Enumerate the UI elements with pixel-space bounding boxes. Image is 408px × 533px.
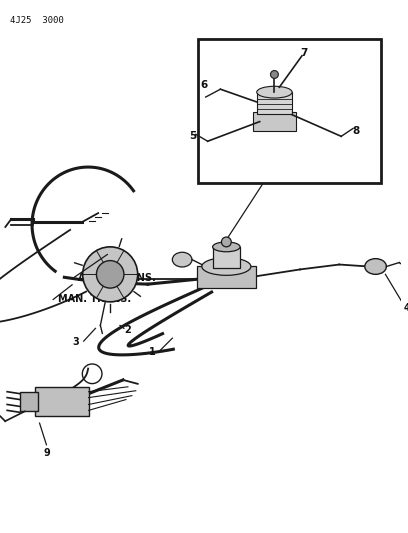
Ellipse shape [172, 252, 192, 267]
Ellipse shape [257, 86, 292, 98]
Ellipse shape [202, 257, 251, 276]
Bar [20, 392, 38, 411]
Text: 4: 4 [404, 303, 408, 313]
Text: MAN. TRANS.: MAN. TRANS. [58, 294, 131, 304]
Text: 4J25  3000: 4J25 3000 [10, 17, 64, 26]
Circle shape [222, 237, 231, 247]
Text: 7: 7 [300, 48, 308, 58]
Text: 9: 9 [43, 448, 50, 458]
Text: 2: 2 [124, 325, 131, 335]
Text: AUTO. TRANS.: AUTO. TRANS. [78, 273, 156, 283]
Bar [198, 39, 381, 183]
Text: 1: 1 [149, 347, 156, 357]
Bar [197, 266, 256, 288]
Circle shape [271, 70, 278, 78]
Text: 8: 8 [352, 126, 359, 136]
Ellipse shape [365, 259, 386, 274]
Text: 5: 5 [189, 131, 197, 141]
Bar [257, 92, 292, 114]
Ellipse shape [213, 242, 240, 252]
Bar [35, 387, 89, 416]
Circle shape [83, 247, 137, 302]
Circle shape [96, 261, 124, 288]
Bar [253, 112, 296, 132]
Text: 3: 3 [73, 337, 79, 347]
Bar [213, 247, 240, 269]
Text: 6: 6 [200, 80, 207, 90]
